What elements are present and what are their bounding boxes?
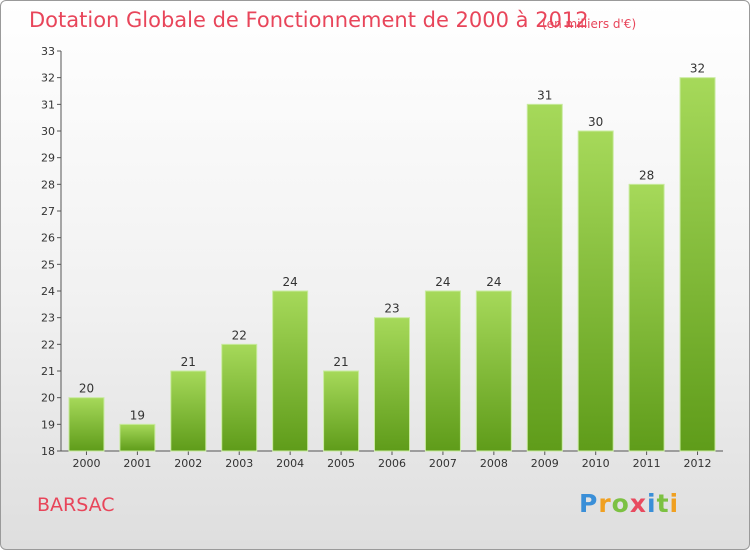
data-label: 31 — [537, 88, 552, 102]
bar — [68, 397, 105, 452]
data-label: 24 — [283, 275, 298, 289]
logo-letter: r — [598, 489, 612, 518]
bar — [424, 290, 461, 452]
y-tick-label: 33 — [41, 45, 55, 58]
x-tick-label: 2011 — [633, 457, 661, 470]
data-label: 24 — [486, 275, 501, 289]
bar — [526, 103, 563, 452]
y-tick-label: 27 — [41, 205, 55, 218]
x-tick-label: 2004 — [276, 457, 304, 470]
y-tick-label: 19 — [41, 418, 55, 431]
data-label: 21 — [333, 355, 348, 369]
data-label: 19 — [130, 408, 145, 422]
x-tick-label: 2000 — [72, 457, 100, 470]
logo-letter: x — [629, 489, 647, 518]
y-tick-label: 26 — [41, 232, 55, 245]
bar — [272, 290, 309, 452]
data-label: 23 — [384, 302, 399, 316]
data-label: 30 — [588, 115, 603, 129]
data-label: 21 — [181, 355, 196, 369]
bar — [577, 130, 614, 452]
axes: 18 19 20 21 22 23 24 25 26 27 28 29 30 31 32 33 — [41, 45, 723, 458]
data-label: 24 — [435, 275, 450, 289]
data-label: 28 — [639, 168, 654, 182]
y-tick-label: 28 — [41, 178, 55, 191]
chart-subtitle: (en milliers d'€) — [542, 17, 637, 31]
bar — [170, 370, 207, 452]
y-tick-label: 20 — [41, 392, 55, 405]
bar — [679, 77, 716, 452]
x-tick-label: 2002 — [174, 457, 202, 470]
proxiti-logo: Proxiti — [579, 489, 679, 518]
bar — [628, 183, 665, 452]
y-tick-label: 24 — [41, 285, 55, 298]
data-label: 22 — [232, 328, 247, 342]
x-tick-label: 2008 — [480, 457, 508, 470]
bar — [374, 317, 410, 452]
y-tick-label: 22 — [41, 338, 55, 351]
bars — [68, 77, 716, 452]
y-tick-label: 30 — [41, 125, 55, 138]
x-tick-label: 2006 — [378, 457, 406, 470]
data-label: 20 — [79, 382, 94, 396]
y-tick-label: 29 — [41, 152, 55, 165]
x-tick-label: 2003 — [225, 457, 253, 470]
logo-letter: o — [611, 489, 630, 518]
y-tick-label: 32 — [41, 72, 55, 85]
x-tick-label: 2005 — [327, 457, 355, 470]
y-tick-label: 25 — [41, 258, 55, 271]
x-tick-label: 2007 — [429, 457, 457, 470]
y-tick-label: 23 — [41, 312, 55, 325]
x-tick-label: 2001 — [123, 457, 151, 470]
bar — [323, 370, 360, 452]
logo-letter: t — [656, 489, 670, 518]
logo-letter: i — [647, 489, 657, 518]
bar — [221, 343, 258, 452]
chart-title: Dotation Globale de Fonctionnement de 20… — [29, 8, 589, 32]
bar — [475, 290, 512, 452]
y-tick-label: 31 — [41, 98, 55, 111]
x-tick-label: 2009 — [531, 457, 559, 470]
place-name: BARSAC — [37, 494, 115, 516]
y-tick-label: 21 — [41, 365, 55, 378]
logo-letter: i — [669, 489, 680, 518]
bar — [119, 423, 156, 452]
x-tick-label: 2010 — [582, 457, 610, 470]
labels: 20 2000 19 2001 21 2002 22 2003 24 2004 21 2005 23 20… — [72, 62, 711, 470]
data-label: 32 — [690, 62, 705, 76]
y-tick-label: 18 — [41, 445, 55, 458]
x-tick-label: 2012 — [684, 457, 712, 470]
logo-letter: P — [579, 489, 599, 518]
